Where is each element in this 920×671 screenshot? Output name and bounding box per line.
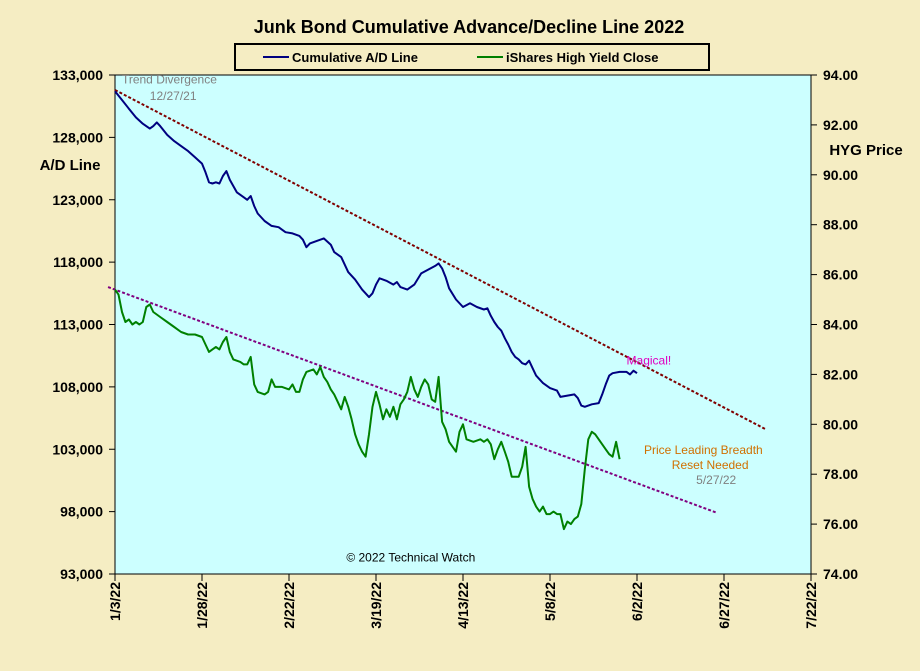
y-right-tick-label: 84.00 [823,317,858,333]
x-tick-label: 2/22/22 [281,582,297,629]
x-tick-label: 3/19/22 [368,582,384,629]
series-line-ad [114,90,638,408]
y-left-tick-label: 133,000 [52,67,103,83]
y-axis-left-label: A/D Line [40,157,101,174]
y-right-tick-label: 82.00 [823,366,858,382]
annotation-label: Price Leading Breadth [644,443,763,457]
y-left-tick-label: 93,000 [60,566,103,582]
y-left-tick-label: 123,000 [52,192,103,208]
legend-label-ad-line: Cumulative A/D Line [292,50,418,65]
annotation-label: 5/27/22 [696,473,736,487]
legend-label-hyg: iShares High Yield Close [506,50,658,65]
trendline-2 [107,286,718,514]
y-left-tick-label: 108,000 [52,379,103,395]
y-left-tick-label: 98,000 [60,504,103,520]
y-left-tick-label: 118,000 [53,254,103,270]
y-right-tick-label: 94.00 [823,67,858,83]
y-right-tick-label: 76.00 [823,516,858,532]
x-tick-label: 6/2/22 [629,582,645,621]
annotation-label: © 2022 Technical Watch [346,551,475,565]
x-tick-label: 5/8/22 [542,582,558,621]
chart-title: Junk Bond Cumulative Advance/Decline Lin… [254,17,684,37]
trendline-1 [114,89,767,431]
legend-box [234,43,710,71]
y-right-tick-label: 74.00 [823,566,858,582]
y-right-tick-label: 86.00 [823,267,858,283]
y-right-tick-label: 78.00 [823,466,858,482]
y-right-tick-label: 80.00 [823,416,858,432]
y-right-tick-label: 92.00 [823,117,858,133]
annotation-label: 12/27/21 [150,89,197,103]
series-line-hyg [114,289,621,531]
annotation-label: Magical! [627,353,672,367]
y-left-tick-label: 113,000 [53,317,103,333]
y-right-tick-label: 90.00 [823,167,858,183]
legend: Cumulative A/D Line iShares High Yield C… [234,43,710,71]
x-tick-label: 1/28/22 [194,582,210,629]
y-left-tick-label: 128,000 [52,129,103,145]
plot-area [114,74,812,575]
x-tick-label: 4/13/22 [455,582,471,629]
x-tick-label: 1/3/22 [107,582,123,621]
y-right-tick-label: 88.00 [823,217,858,233]
annotation-label: Reset Needed [672,458,749,472]
x-tick-label: 7/22/22 [803,582,819,629]
annotation-label: Trend Divergence [122,73,217,87]
x-tick-label: 6/27/22 [716,582,732,629]
y-left-tick-label: 103,000 [52,441,103,457]
y-axis-right-label: HYG Price [829,142,902,159]
